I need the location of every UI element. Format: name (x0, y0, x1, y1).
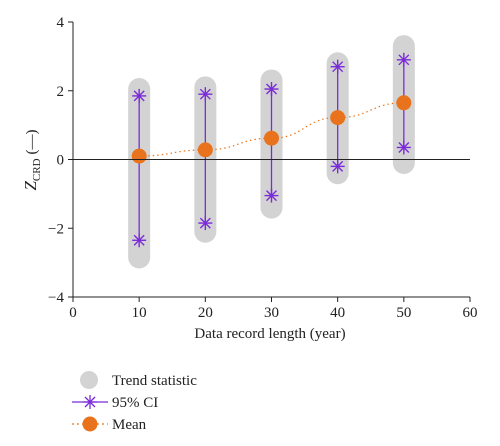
ci-lower-marker (330, 159, 345, 174)
mean-trend-line (139, 102, 404, 157)
y-axis-title: ZCRD (—) (21, 129, 43, 190)
ci-upper-marker (264, 82, 279, 97)
ci-lower-marker (396, 140, 411, 155)
y-tick-label: 4 (57, 15, 65, 31)
legend-marker-mean (82, 416, 98, 432)
y-tick-label: 0 (57, 153, 65, 169)
ci-upper-marker (396, 52, 411, 67)
x-tick-label: 10 (132, 305, 147, 321)
x-tick-label: 20 (198, 305, 213, 321)
y-axis-title-main: Z (21, 181, 40, 191)
y-axis-title-unit: (—) (24, 129, 40, 154)
x-tick-label: 50 (396, 305, 411, 321)
mean-point (197, 142, 213, 158)
mean-point (264, 130, 279, 146)
legend-label-ci: 95% CI (112, 395, 158, 411)
mean-point (396, 95, 412, 111)
mean-point (330, 110, 346, 126)
ci-upper-marker (198, 87, 213, 102)
legend-label-mean: Mean (112, 417, 147, 433)
x-tick-label: 60 (463, 305, 478, 321)
x-axis-title: Data record length (year) (194, 326, 345, 342)
y-tick-label: 2 (57, 84, 65, 100)
y-tick-label: −2 (48, 221, 64, 237)
ci-lower-marker (198, 216, 213, 231)
ci-upper-marker (330, 59, 345, 74)
x-tick-label: 40 (330, 305, 345, 321)
legend-marker-ci (83, 395, 97, 409)
legend-marker-trend (80, 371, 98, 389)
legend: Trend statistic 95% CI Mean (72, 371, 197, 433)
y-axis-title-sub: CRD (31, 158, 43, 181)
ci-lower-marker (264, 188, 279, 203)
plot-area (128, 35, 415, 269)
legend-label-trend: Trend statistic (112, 373, 197, 389)
x-tick-label: 30 (264, 305, 279, 321)
ci-lower-marker (132, 233, 147, 248)
x-tick-label: 0 (69, 305, 77, 321)
y-tick-label: −4 (48, 290, 64, 306)
ci-upper-marker (132, 88, 147, 103)
mean-point (131, 148, 147, 164)
